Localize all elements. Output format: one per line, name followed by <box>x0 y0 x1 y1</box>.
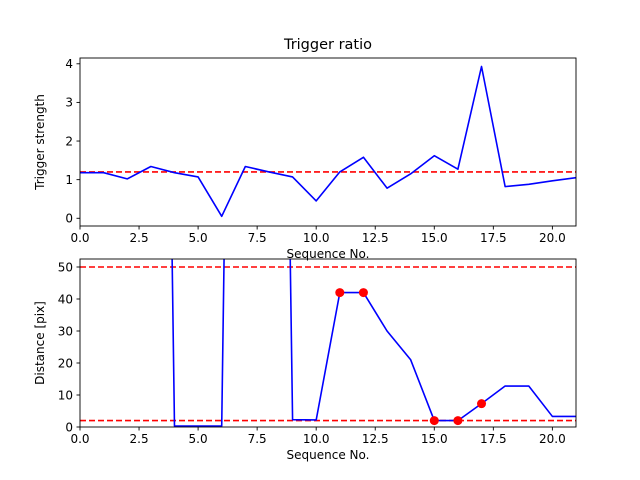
y-tick-label: 1 <box>65 173 73 187</box>
data-point-marker <box>429 416 439 426</box>
x-tick-label: 0.0 <box>70 231 89 245</box>
x-tick-label: 17.5 <box>480 432 507 446</box>
y-tick-label: 30 <box>58 324 73 338</box>
axes-frame <box>79 258 577 428</box>
y-tick-label: 3 <box>65 96 73 110</box>
x-axis-label: Sequence No. <box>287 448 370 462</box>
y-tick-label: 2 <box>65 134 73 148</box>
plot-area <box>80 259 576 427</box>
x-tick-label: 12.5 <box>362 231 389 245</box>
y-tick-label: 10 <box>58 388 73 402</box>
x-tick-label: 15.0 <box>421 432 448 446</box>
x-tick-label: 10.0 <box>303 432 330 446</box>
x-tick-label: 20.0 <box>539 231 566 245</box>
y-tick-label: 50 <box>58 260 73 274</box>
x-tick-label: 2.5 <box>130 432 149 446</box>
x-tick-label: 7.5 <box>248 231 267 245</box>
y-tick-label: 4 <box>65 57 73 71</box>
x-tick-label: 5.0 <box>189 231 208 245</box>
series-line-0 <box>80 65 576 218</box>
x-tick-label: 5.0 <box>189 432 208 446</box>
chart-trigger-ratio: 0.0 2.5 5.0 7.5 10.0 12.5 15.0 17.5 20.0 0 1 2 3 4 Seq… <box>33 37 577 261</box>
y-tick-label: 40 <box>58 292 73 306</box>
chart-title: Trigger ratio <box>283 37 372 53</box>
data-point-marker <box>358 288 368 298</box>
x-axis-label: Sequence No. <box>287 247 370 261</box>
x-tick-label: 7.5 <box>248 432 267 446</box>
data-point-marker <box>477 399 487 409</box>
plot-area <box>80 65 576 218</box>
x-tick-label: 10.0 <box>303 231 330 245</box>
y-tick-label: 0 <box>65 420 73 434</box>
x-tick-label: 12.5 <box>362 432 389 446</box>
x-tick-label: 15.0 <box>421 231 448 245</box>
y-axis-label: Trigger strength <box>33 94 47 191</box>
x-tick-label: 0.0 <box>70 432 89 446</box>
x-tick-label: 17.5 <box>480 231 507 245</box>
x-tick-label: 2.5 <box>130 231 149 245</box>
chart-distance: 0.0 2.5 5.0 7.5 10.0 12.5 15.0 17.5 20.0 0 10 20 30 4… <box>33 258 577 462</box>
data-point-marker <box>453 416 463 426</box>
y-axis-label: Distance [pix] <box>33 301 47 385</box>
axes-frame <box>79 57 577 227</box>
y-tick-label: 0 <box>65 212 73 226</box>
data-point-marker <box>335 288 345 298</box>
y-tick-label: 20 <box>58 356 73 370</box>
x-tick-label: 20.0 <box>539 432 566 446</box>
series-line-0 <box>171 259 576 427</box>
